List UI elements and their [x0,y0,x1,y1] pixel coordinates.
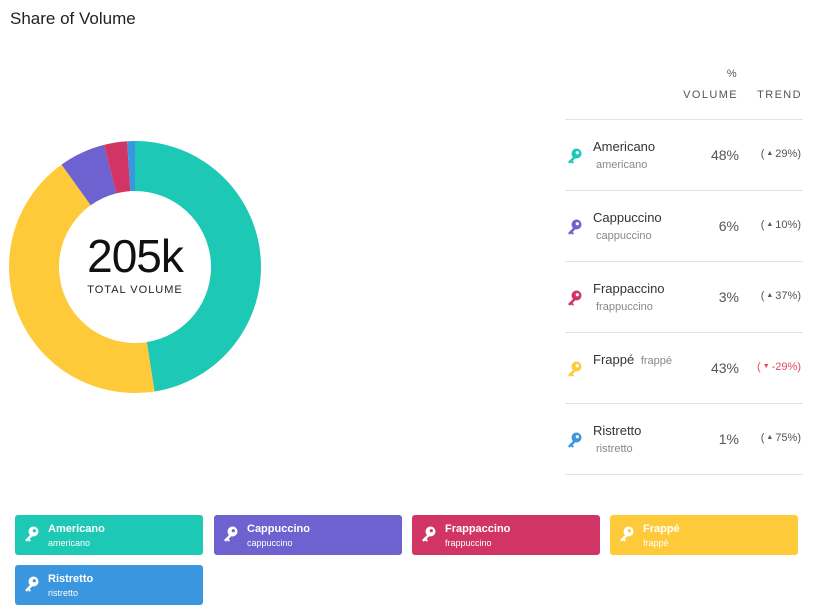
total-volume-value: 205k [87,230,184,282]
row-sublabel: cappuccino [596,230,652,242]
table-row[interactable]: Frappaccino frappuccino 3% (▲ 37%) [565,261,803,332]
row-label: Cappuccino [593,210,662,225]
row-name: Cappuccino cappuccino [593,209,675,245]
legend-chip-ristretto[interactable]: Ristretto ristretto [15,565,203,605]
key-icon [568,148,582,164]
legend-sublabel: frappuccino [445,538,492,548]
legend-label: Ristretto [48,573,94,585]
arrow-up-icon: ▲ [766,221,774,228]
row-label: Frappaccino [593,281,665,296]
table-row[interactable]: Americano americano 48% (▲ 29%) [565,119,803,190]
key-icon [25,576,39,592]
key-icon [422,526,436,542]
donut-chart [8,141,262,394]
donut-slice-frapp[interactable] [8,164,155,394]
row-percent: 6% [718,218,739,234]
legend-sublabel: cappuccino [247,538,293,548]
chart-title: Share of Volume [10,9,136,28]
legend-chip-frappuccino[interactable]: Frappaccino frappuccino [412,515,600,555]
key-icon [568,361,582,377]
key-icon [568,290,582,306]
row-trend: (▲ 75%) [760,432,801,444]
header-trend: TREND [757,89,802,101]
donut-slice-frappuccino[interactable] [103,141,131,194]
key-icon [620,526,634,542]
key-icon [224,526,238,542]
row-percent: 43% [710,360,739,376]
legend-sublabel: frappé [643,538,669,548]
row-sublabel: frappuccino [596,301,653,313]
table-row[interactable]: Frappé frappé 43% (▼ -29%) [565,332,803,403]
arrow-down-icon: ▼ [762,363,770,370]
donut-slice-americano[interactable] [135,141,262,392]
legend-label: Americano [48,523,105,535]
legend-sublabel: americano [48,538,91,548]
row-name: Americano americano [593,138,675,174]
donut-slice-cappuccino[interactable] [61,144,117,206]
row-trend: (▲ 29%) [760,148,801,160]
table-row[interactable]: Cappuccino cappuccino 6% (▲ 10%) [565,190,803,261]
key-icon [568,219,582,235]
header-volume: VOLUME [683,89,738,101]
row-trend: (▲ 10%) [760,219,801,231]
legend-label: Frappé [643,523,680,535]
arrow-up-icon: ▲ [766,150,774,157]
legend-label: Cappuccino [247,523,310,535]
row-label: Ristretto [593,423,642,438]
row-percent: 3% [718,289,739,305]
row-sublabel: ristretto [596,443,633,455]
row-sublabel: americano [596,159,648,171]
arrow-up-icon: ▲ [766,434,774,441]
legend-label: Frappaccino [445,523,511,535]
legend-sublabel: ristretto [48,588,79,598]
row-name: Frappé frappé [593,351,675,370]
legend-chip-frapp[interactable]: Frappé frappé [610,515,798,555]
row-percent: 1% [718,431,739,447]
row-label: Americano [593,139,656,154]
donut-center: 205k TOTAL VOLUME [35,232,235,296]
key-icon [568,432,582,448]
row-name: Frappaccino frappuccino [593,280,675,316]
row-sublabel: frappé [640,355,673,367]
legend-chip-americano[interactable]: Americano americano [15,515,203,555]
legend-chip-cappuccino[interactable]: Cappuccino cappuccino [214,515,402,555]
key-icon [25,526,39,542]
volume-table: Americano americano 48% (▲ 29%) Cappuccino c… [565,119,803,475]
table-row[interactable]: Ristretto ristretto 1% (▲ 75%) [565,403,803,475]
row-trend: (▼ -29%) [757,361,801,373]
arrow-up-icon: ▲ [766,292,774,299]
row-name: Ristretto ristretto [593,422,675,458]
donut-slice-ristretto[interactable] [127,141,135,192]
row-percent: 48% [710,147,739,163]
header-percent: % [726,68,738,80]
total-volume-label: TOTAL VOLUME [87,284,183,296]
row-label: Frappé [593,352,635,367]
row-trend: (▲ 37%) [760,290,801,302]
